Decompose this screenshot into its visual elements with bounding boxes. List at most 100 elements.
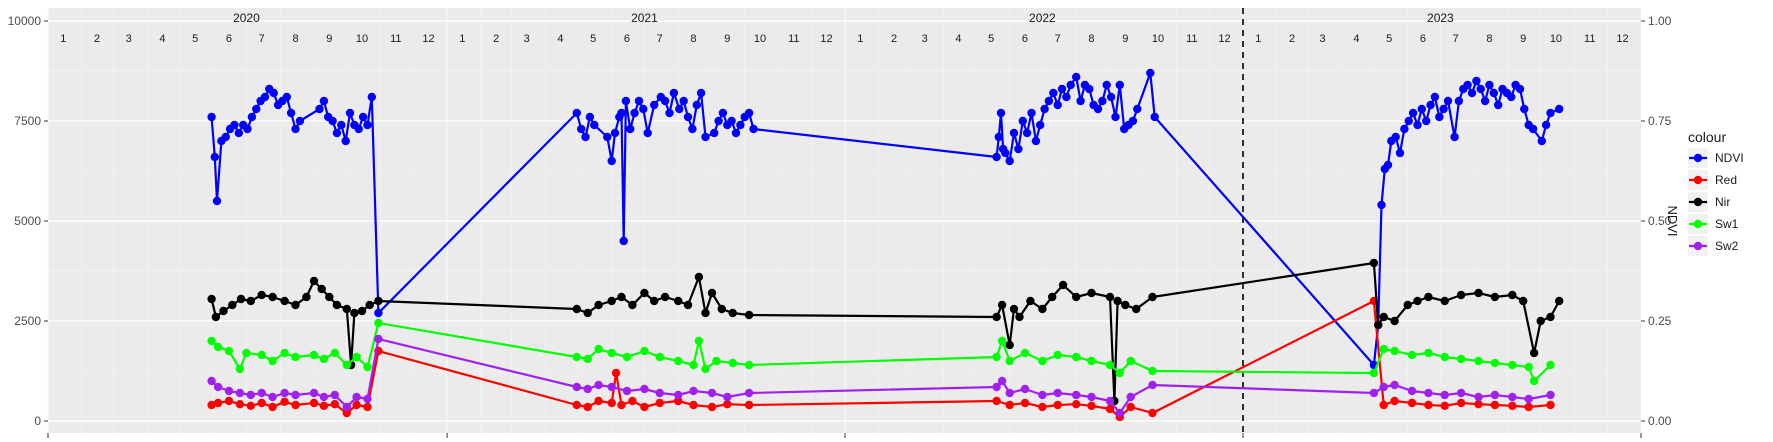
data-point xyxy=(1524,362,1533,372)
data-point xyxy=(357,306,367,316)
data-point xyxy=(342,360,351,370)
data-point xyxy=(1440,390,1449,400)
y-tick-label-left: 10000 xyxy=(8,14,42,28)
axes: 0 2500 5000 7500 10000 0.00 0.25 0.50 0.75 1.00 xyxy=(8,14,1672,438)
data-point xyxy=(319,354,329,364)
data-point xyxy=(723,400,732,409)
data-point xyxy=(1555,104,1564,114)
data-point xyxy=(1369,368,1379,378)
month-label: 11 xyxy=(1186,33,1197,45)
data-point xyxy=(727,116,736,126)
data-point xyxy=(674,356,683,366)
legend: colour NDVI Red Nir Sw1 Sw2 xyxy=(1688,129,1744,256)
data-point xyxy=(1515,84,1525,94)
data-point xyxy=(1407,350,1417,360)
data-point xyxy=(1489,88,1499,98)
month-label: 2 xyxy=(891,33,897,45)
data-point xyxy=(1379,312,1388,322)
month-label: 8 xyxy=(690,33,696,45)
data-point xyxy=(242,348,251,358)
data-point xyxy=(1150,112,1159,122)
data-point xyxy=(332,128,342,138)
data-point xyxy=(207,294,216,304)
data-point xyxy=(1474,392,1483,402)
data-point xyxy=(1519,296,1528,306)
data-point xyxy=(689,360,698,370)
data-point xyxy=(689,400,698,410)
data-point xyxy=(1440,352,1449,362)
data-point xyxy=(675,104,684,114)
data-point xyxy=(342,304,351,314)
data-point xyxy=(1085,84,1094,94)
data-point xyxy=(611,368,621,378)
month-label: 11 xyxy=(390,33,401,45)
data-point xyxy=(694,336,704,346)
month-label: 8 xyxy=(1486,33,1492,45)
month-label: 4 xyxy=(955,33,961,45)
data-point xyxy=(1009,128,1019,138)
month-label: 9 xyxy=(326,33,332,45)
data-point xyxy=(257,290,266,300)
data-point xyxy=(583,402,592,412)
data-point xyxy=(1454,96,1464,106)
data-point xyxy=(1105,292,1115,302)
data-point xyxy=(1148,366,1157,376)
data-point xyxy=(260,92,270,102)
data-point xyxy=(1400,124,1409,134)
data-point xyxy=(1524,402,1533,412)
y-axis-right-title: NDVI xyxy=(1665,205,1680,236)
data-point xyxy=(701,132,710,142)
month-label: 2 xyxy=(1289,33,1295,45)
month-label: 5 xyxy=(1386,33,1392,45)
data-point xyxy=(1490,292,1500,302)
data-point xyxy=(572,382,581,392)
month-label: 10 xyxy=(356,33,368,45)
data-point xyxy=(992,312,1001,322)
series-line-sw2 xyxy=(210,337,1551,415)
data-point xyxy=(622,352,632,362)
data-point xyxy=(728,358,737,368)
data-point xyxy=(1022,128,1032,138)
data-point xyxy=(1098,96,1107,106)
data-point xyxy=(617,108,626,118)
year-label: 2022 xyxy=(1029,11,1056,25)
data-point xyxy=(655,398,664,408)
year-label: 2021 xyxy=(631,11,658,25)
data-point xyxy=(1546,312,1555,322)
series-ndvi xyxy=(207,68,1564,370)
data-point xyxy=(1443,96,1453,106)
data-point xyxy=(1395,148,1405,158)
data-point xyxy=(1537,136,1547,146)
data-point xyxy=(1383,160,1393,170)
data-point xyxy=(1440,401,1449,410)
data-point xyxy=(1424,292,1433,302)
data-point xyxy=(1005,388,1014,398)
data-point xyxy=(1005,340,1014,350)
data-point xyxy=(1422,116,1431,126)
data-point xyxy=(1020,398,1030,408)
data-point xyxy=(363,120,372,130)
data-point xyxy=(689,386,698,396)
data-point xyxy=(660,292,670,302)
data-point xyxy=(363,362,372,372)
data-point xyxy=(280,388,289,398)
data-point xyxy=(1053,388,1062,398)
data-point xyxy=(572,352,581,362)
data-point xyxy=(247,112,257,122)
data-point xyxy=(1072,400,1081,409)
data-point xyxy=(213,342,223,352)
y-tick-label-left: 0 xyxy=(34,414,41,428)
data-point xyxy=(291,124,300,134)
data-point xyxy=(707,402,717,412)
data-point xyxy=(1072,390,1081,400)
data-point xyxy=(744,360,754,370)
data-point xyxy=(352,392,361,402)
data-point xyxy=(717,304,726,314)
data-point xyxy=(228,300,237,310)
data-point xyxy=(1490,358,1500,368)
month-label: 11 xyxy=(1584,33,1595,45)
data-point xyxy=(224,396,234,406)
data-point xyxy=(1541,120,1551,130)
data-point xyxy=(1105,360,1115,370)
data-point xyxy=(210,152,219,162)
